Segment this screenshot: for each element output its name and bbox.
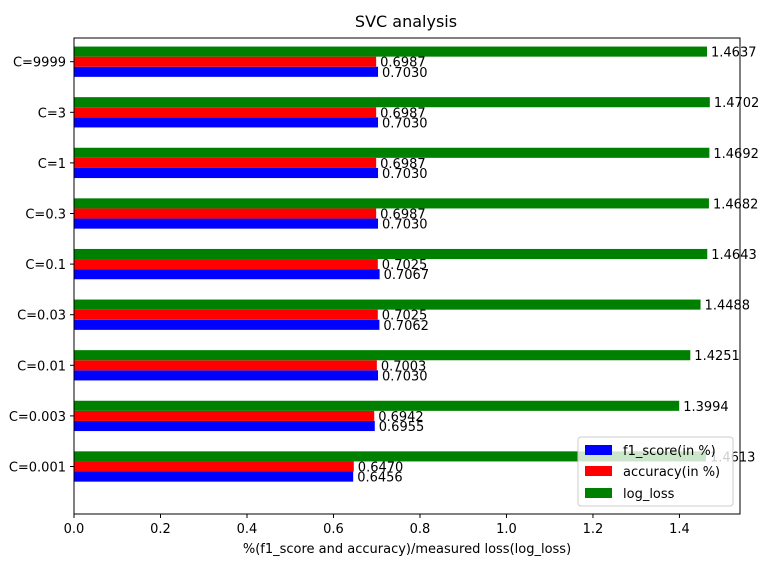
bar-log-loss-2: [74, 350, 691, 361]
y-tick-label: C=0.3: [25, 208, 66, 223]
data-label: 0.7003: [381, 359, 427, 374]
data-label: 1.3994: [683, 400, 729, 415]
data-label: 0.6987: [380, 56, 426, 71]
x-tick-label: 0.2: [150, 522, 171, 537]
data-label: 0.7030: [382, 369, 428, 384]
x-tick-label: 1.2: [583, 522, 604, 537]
data-label: 0.6987: [380, 157, 426, 172]
data-label: 1.4702: [714, 96, 760, 111]
bar-log-loss-4: [74, 248, 708, 260]
bar-accuracy-in--2: [74, 360, 377, 371]
bar-f1-score-in--8: [74, 66, 379, 77]
legend-frame: [577, 436, 734, 507]
data-label: 0.7030: [382, 116, 428, 131]
x-tick-label: 0.8: [410, 522, 431, 537]
plot-frame: [73, 37, 741, 515]
data-label: 0.6987: [380, 208, 426, 223]
bar-f1-score-in--1: [74, 420, 375, 432]
bar-accuracy-in--3: [74, 309, 378, 320]
data-label: 0.6942: [378, 410, 424, 425]
data-label: 0.6456: [357, 471, 403, 486]
y-tick-label: C=1: [38, 157, 66, 172]
legend-swatch-log-loss: [585, 488, 612, 498]
x-axis: 0.0 0.2 0.4 0.6 0.8 1.0 1.2 1.4: [64, 514, 690, 537]
bar-accuracy-in--6: [74, 157, 377, 168]
bar-f1-score-in--7: [74, 117, 379, 128]
x-axis-label: %(f1_score and accuracy)/measured loss(l…: [243, 542, 571, 557]
data-label: 0.7025: [382, 309, 428, 324]
bar-log-loss-7: [74, 97, 710, 108]
data-label: 1.4682: [713, 197, 759, 212]
bar-accuracy-in--0: [74, 461, 354, 472]
x-tick-label: 0.6: [323, 522, 344, 537]
data-label: 0.7030: [382, 167, 428, 182]
data-label: 1.4692: [713, 147, 759, 162]
data-label: 1.4251: [694, 349, 740, 364]
data-labels-layer: 0.64560.69550.70300.70620.70670.70300.70…: [357, 46, 759, 486]
data-label: 0.7025: [382, 258, 428, 273]
legend-label-f1: f1_score(in %): [623, 444, 716, 459]
y-tick-label: C=0.001: [9, 461, 66, 476]
y-tick-label: C=3: [38, 106, 66, 121]
bar-f1-score-in--5: [74, 218, 379, 229]
y-tick-label: C=0.003: [9, 410, 66, 425]
bar-log-loss-3: [74, 299, 701, 310]
legend-swatch-accuracy: [585, 466, 612, 476]
data-label: 1.4643: [711, 248, 757, 263]
bar-f1-score-in--0: [74, 471, 354, 482]
bars-layer: [74, 46, 710, 482]
data-label: 0.6955: [379, 420, 425, 435]
y-tick-label: C=0.01: [17, 359, 66, 374]
bar-f1-score-in--2: [74, 370, 379, 381]
x-tick-label: 1.0: [496, 522, 517, 537]
legend-swatch-f1: [585, 445, 612, 455]
bar-log-loss-1: [74, 400, 680, 411]
x-tick-label: 1.4: [669, 522, 690, 537]
bar-log-loss-0: [74, 451, 706, 462]
legend: f1_score(in %) accuracy(in %) log_loss: [577, 436, 734, 507]
bar-log-loss-8: [74, 46, 708, 57]
data-label: 0.7067: [384, 268, 430, 283]
legend-label-log-loss: log_loss: [623, 487, 675, 502]
bar-accuracy-in--4: [74, 259, 378, 270]
bar-accuracy-in--7: [74, 107, 377, 118]
x-tick-label: 0.0: [64, 522, 85, 537]
y-tick-label: C=0.03: [17, 309, 66, 324]
bar-accuracy-in--8: [74, 56, 377, 67]
y-tick-label: C=0.1: [25, 258, 66, 273]
y-axis: C=0.001 C=0.003 C=0.01 C=0.03 C=0.1 C=0.3 C=1 C…: [9, 56, 74, 476]
legend-label-accuracy: accuracy(in %): [623, 465, 720, 480]
data-label: 0.7030: [382, 218, 428, 233]
bar-accuracy-in--5: [74, 208, 377, 219]
data-label: 1.4488: [705, 299, 751, 314]
chart-title: SVC analysis: [355, 12, 457, 31]
y-tick-label: C=9999: [13, 56, 66, 71]
data-label: 0.7030: [382, 66, 428, 81]
data-label: 0.7062: [383, 319, 429, 334]
bar-log-loss-5: [74, 198, 709, 209]
data-label: 0.6987: [380, 106, 426, 121]
data-label: 0.6470: [358, 461, 404, 476]
bar-f1-score-in--3: [74, 319, 380, 330]
bar-f1-score-in--6: [74, 167, 379, 179]
bar-log-loss-6: [74, 147, 710, 158]
x-tick-label: 0.4: [237, 522, 258, 537]
data-label: 1.4637: [711, 46, 757, 61]
bar-accuracy-in--1: [74, 410, 375, 421]
bar-f1-score-in--4: [74, 269, 380, 280]
